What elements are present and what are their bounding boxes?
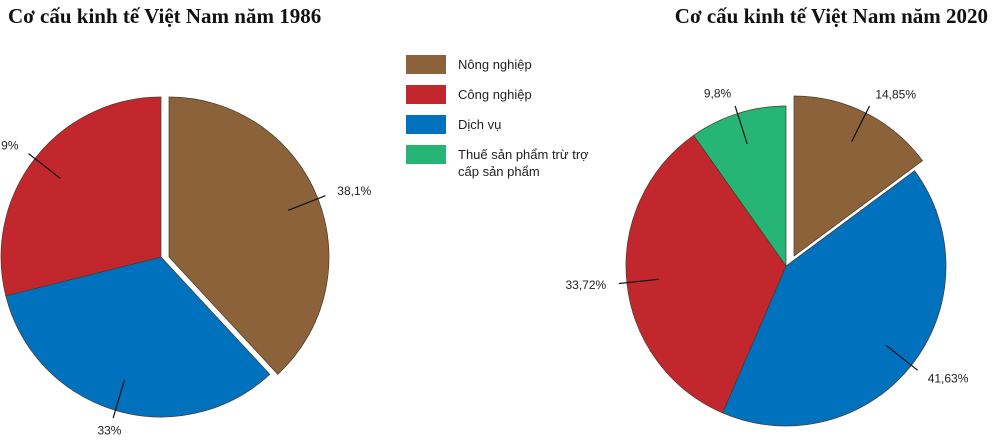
leader-line (28, 153, 61, 179)
legend-label: Công nghiệp (458, 87, 532, 102)
legend-label: Dịch vụ (458, 117, 502, 132)
legend-swatch (406, 85, 446, 104)
legend-item-cong-nghiep: Công nghiệp (406, 85, 598, 104)
legend: Nông nghiệp Công nghiệp Dịch vụ Thuế sản… (406, 55, 598, 191)
legend-item-nong-nghiep: Nông nghiệp (406, 55, 598, 74)
leader-line (851, 105, 871, 142)
leader-line (885, 345, 919, 371)
leader-line (112, 379, 126, 419)
leader-line (287, 195, 326, 211)
legend-label: Thuế sản phẩm trừ trợ cấp sản phẩm (458, 147, 589, 179)
data-label: 38,1% (337, 184, 371, 198)
leader-line (734, 105, 748, 145)
chart-title-2020: Cơ cấu kinh tế Việt Nam năm 2020 (674, 4, 988, 28)
data-label: 14,85% (875, 88, 916, 102)
legend-swatch (406, 145, 446, 164)
data-label: 28,9% (0, 139, 19, 153)
legend-item-dich-vu: Dịch vụ (406, 115, 598, 134)
legend-label: Nông nghiệp (458, 57, 532, 72)
legend-item-thue: Thuế sản phẩm trừ trợ cấp sản phẩm (406, 145, 598, 180)
chart-title-1986: Cơ cấu kinh tế Việt Nam năm 1986 (8, 4, 322, 28)
legend-swatch (406, 115, 446, 134)
data-label: 9,8% (704, 87, 732, 101)
data-label: 41,63% (928, 371, 969, 385)
data-label: 33% (97, 423, 121, 437)
legend-swatch (406, 55, 446, 74)
data-label: 33,72% (565, 278, 606, 292)
leader-line (618, 278, 659, 285)
